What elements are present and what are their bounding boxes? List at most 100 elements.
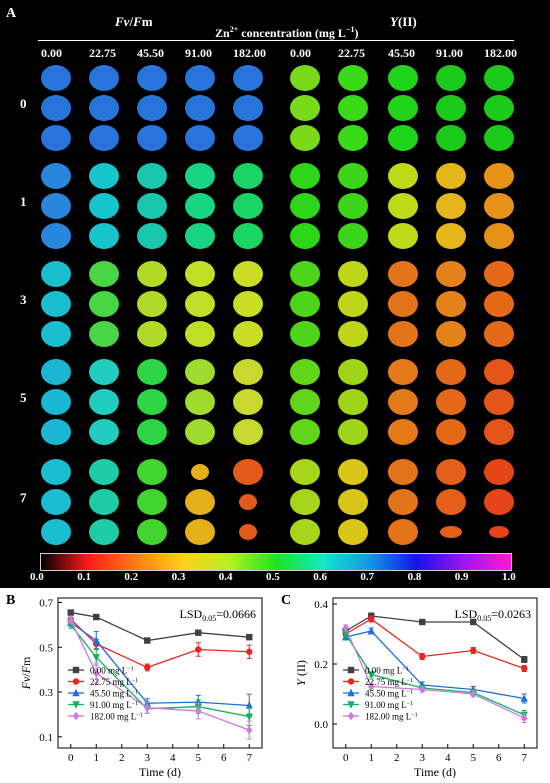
data-point (67, 616, 74, 625)
data-point (67, 609, 74, 616)
x-tick-label: 5 (196, 752, 202, 764)
leaf-disc (233, 223, 263, 249)
leaf-disc (388, 359, 418, 385)
data-point (72, 666, 80, 674)
data-point (195, 646, 202, 653)
leaf-disc (338, 223, 368, 249)
leaf-disc (137, 489, 167, 515)
data-point (521, 713, 528, 723)
colorbar-tick: 0.8 (407, 571, 422, 583)
y-tick-label: 0.2 (314, 659, 328, 671)
leaf-disc (89, 163, 119, 189)
leaf-disc (41, 125, 71, 151)
data-point (72, 711, 80, 721)
x-tick-label: 6 (496, 752, 502, 764)
data-point (419, 618, 426, 626)
data-point (72, 678, 80, 685)
colorbar-tick: 1.0 (502, 571, 516, 583)
data-point (367, 671, 375, 679)
leaf-disc (41, 261, 71, 287)
colorbar-tick: 0.4 (218, 571, 233, 583)
leaf-disc (41, 359, 71, 385)
data-point (347, 711, 355, 721)
leaf-disc (89, 419, 119, 445)
chart-c: C 0.0 0.2 0.4 0 1 2 3 4 5 6 7 Time (d) Y (II) LSD0.05=… (275, 588, 550, 779)
leaf-disc (89, 291, 119, 317)
leaf-disc (388, 261, 418, 287)
panel-letter-a: A (6, 6, 17, 21)
leaf-disc (89, 223, 119, 249)
leaf-disc (388, 519, 418, 545)
concentration-label: Zn2+ concentration (mg L−1) (215, 25, 359, 40)
leaf-disc (338, 163, 368, 189)
leaf-disc (388, 65, 418, 91)
leaf-disc (436, 321, 466, 347)
data-point (347, 688, 355, 697)
leaf-disc (338, 459, 368, 485)
data-point (521, 656, 528, 663)
leaf-disc (185, 419, 215, 445)
x-tick-label: 3 (420, 752, 426, 764)
plot-frame (57, 597, 263, 749)
data-point (347, 666, 355, 674)
leaf-disc (338, 321, 368, 347)
leaf-disc (137, 359, 167, 385)
leaf-disc (137, 459, 167, 485)
leaf-disc (137, 261, 167, 287)
leaf-disc (388, 223, 418, 249)
leaf-disc (185, 261, 215, 287)
leaf-disc-grid (41, 65, 514, 545)
leaf-disc (89, 359, 119, 385)
leaf-disc (191, 464, 209, 480)
data-point (342, 623, 349, 633)
leaf-disc (484, 95, 514, 121)
leaf-disc (89, 389, 119, 415)
leaf-disc (185, 389, 215, 415)
leaf-disc (436, 163, 466, 189)
panel-letter: C (281, 593, 291, 608)
leaf-disc (185, 65, 215, 91)
leaf-disc (436, 489, 466, 515)
leaf-disc (41, 223, 71, 249)
leaf-disc (137, 163, 167, 189)
leaf-disc (440, 526, 462, 538)
leaf-disc (233, 321, 263, 347)
leaf-disc (290, 193, 320, 219)
leaf-disc (338, 359, 368, 385)
leaf-disc (484, 359, 514, 385)
leaf-disc (338, 95, 368, 121)
data-point (245, 713, 253, 721)
leaf-disc (436, 193, 466, 219)
x-tick-label: 2 (394, 752, 400, 764)
x-tick-label: 1 (94, 752, 100, 764)
leaf-disc (137, 389, 167, 415)
leaf-disc (290, 419, 320, 445)
x-tick-label: 3 (145, 752, 151, 764)
y-tick-label: 0.5 (39, 642, 53, 654)
data-point (92, 636, 100, 644)
leaf-disc (89, 193, 119, 219)
day-label-5: 5 (20, 390, 27, 405)
legend-entry: 182.00 mg L−1 (90, 712, 143, 722)
legend-entry: 91.00 mg L−1 (90, 700, 138, 710)
leaf-disc (137, 223, 167, 249)
data-point (347, 678, 355, 685)
leaf-disc (290, 261, 320, 287)
leaf-disc (185, 125, 215, 151)
leaf-disc (185, 223, 215, 249)
leaf-disc (290, 359, 320, 385)
leaf-disc (290, 321, 320, 347)
leaf-disc (233, 163, 263, 189)
concentration-label-7: 45.50 (388, 46, 415, 60)
colorbar-tick: 0.5 (266, 571, 280, 583)
panel-letter: B (6, 593, 15, 608)
leaf-disc (436, 459, 466, 485)
leaf-disc (484, 419, 514, 445)
leaf-disc (436, 359, 466, 385)
legend-entry: 182.00 mg L−1 (365, 712, 418, 722)
legend-entry: 45.50 mg L−1 (365, 689, 413, 699)
leaf-disc (436, 223, 466, 249)
leaf-disc (239, 494, 257, 510)
lsd-annotation: LSD0.05=0.0263 (455, 607, 531, 623)
data-point (368, 615, 375, 623)
